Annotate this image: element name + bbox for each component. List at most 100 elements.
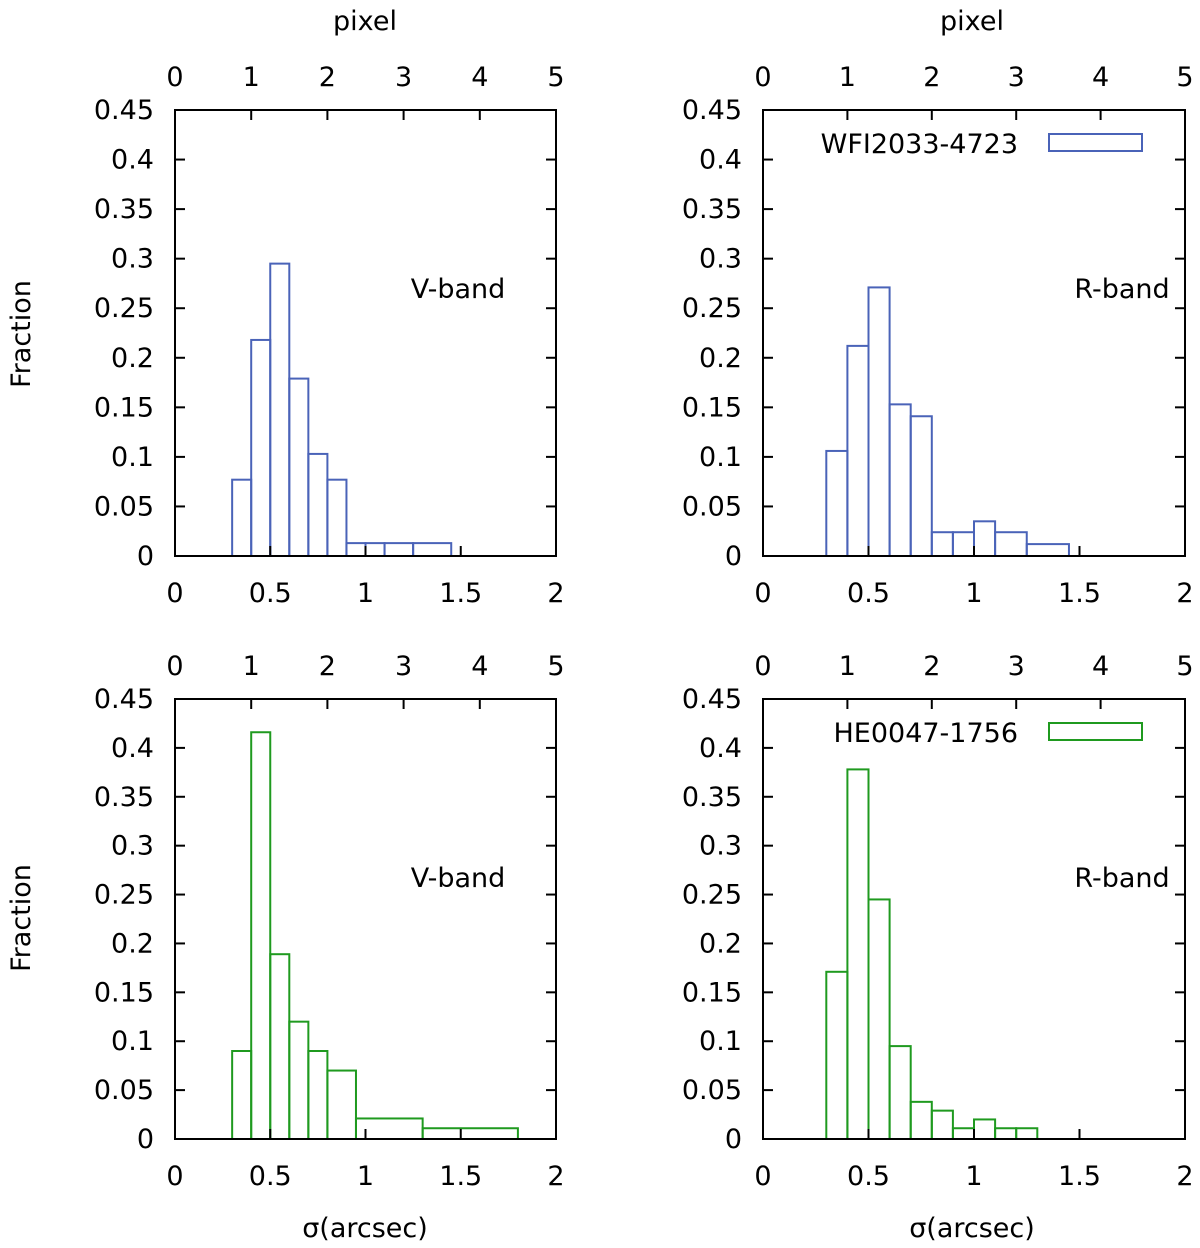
histogram-bar <box>973 1118 997 1141</box>
y-tick-label: 0.2 <box>111 928 154 959</box>
histogram-bar <box>951 1127 976 1140</box>
y-tick-label: 0.05 <box>682 1075 742 1106</box>
plot-frame <box>174 109 557 557</box>
histogram-bar <box>888 403 912 557</box>
legend-swatch <box>1048 133 1143 152</box>
legend-label: WFI2033-4723 <box>821 129 1018 160</box>
y-tick-label: 0.45 <box>94 95 154 126</box>
x-tick-label: 2 <box>1176 578 1193 609</box>
histogram-bar <box>231 478 253 557</box>
y-tick-label: 0.1 <box>111 442 154 473</box>
y-tick-label: 0.35 <box>94 782 154 813</box>
x-tick-label: 1.5 <box>1058 1161 1101 1192</box>
histogram-bar <box>307 452 329 557</box>
y-tick-label: 0.15 <box>682 392 742 423</box>
histogram-bar <box>288 377 310 558</box>
top-tick-label: 1 <box>839 62 856 93</box>
x-tick-label: 0.5 <box>847 1161 890 1192</box>
histogram-bar <box>307 1050 329 1140</box>
top-tick-label: 1 <box>243 651 260 682</box>
x-tick-label: 1 <box>965 1161 982 1192</box>
y-tick-label: 0.05 <box>94 1075 154 1106</box>
x-tick-label: 0.5 <box>249 1161 292 1192</box>
histogram-bar <box>345 542 367 557</box>
band-label: R-band <box>1074 274 1169 305</box>
legend-swatch <box>1048 722 1143 741</box>
top-tick-label: 5 <box>1176 651 1193 682</box>
top-axis-title-right: pixel <box>940 6 1004 37</box>
top-tick-label: 3 <box>395 62 412 93</box>
histogram-bar <box>825 970 849 1140</box>
histogram-bar <box>888 1045 912 1140</box>
top-tick-label: 2 <box>923 62 940 93</box>
histogram-bar <box>364 542 386 557</box>
histogram-bar <box>421 1127 519 1140</box>
y-tick-label: 0.05 <box>682 491 742 522</box>
y-tick-label: 0.45 <box>682 684 742 715</box>
top-tick-label: 0 <box>754 62 771 93</box>
top-tick-label: 3 <box>1008 62 1025 93</box>
plot-frame <box>762 109 1186 557</box>
histogram-bar <box>383 542 415 557</box>
panel-top-right: 0 0.05 0.1 0.15 0.2 0.25 0.3 0.35 0.4 0.45 0 0.5 1 1.… <box>682 62 1194 609</box>
x-tick-label: 0 <box>166 578 183 609</box>
x-tick-label: 2 <box>547 578 564 609</box>
histogram-bar <box>288 1020 310 1141</box>
y-axis-title-bottom: Fraction <box>6 864 37 972</box>
y-tick-label: 0.25 <box>682 880 742 911</box>
x-tick-label: 1.5 <box>439 1161 482 1192</box>
y-tick-label: 0.3 <box>699 831 742 862</box>
histogram-bar <box>326 478 348 557</box>
histogram-bar <box>412 542 453 557</box>
histogram-bar <box>1015 1127 1039 1140</box>
x-tick-label: 2 <box>1176 1161 1193 1192</box>
histogram-bar <box>973 520 997 557</box>
y-tick-label: 0.4 <box>699 733 742 764</box>
y-tick-label: 0.4 <box>699 145 742 176</box>
y-tick-label: 0.1 <box>699 1026 742 1057</box>
histogram-bar <box>994 531 1028 557</box>
top-tick-label: 3 <box>1008 651 1025 682</box>
x-tick-label: 1 <box>965 578 982 609</box>
top-tick-label: 4 <box>1092 62 1109 93</box>
y-tick-label: 0.15 <box>682 977 742 1008</box>
plot-frame <box>174 698 557 1140</box>
top-tick-label: 5 <box>1176 62 1193 93</box>
y-tick-label: 0.3 <box>699 244 742 275</box>
histogram-bar <box>825 449 849 558</box>
top-axis-title-left: pixel <box>333 6 397 37</box>
y-tick-label: 0.15 <box>94 392 154 423</box>
legend-label: HE0047-1756 <box>833 718 1018 749</box>
top-tick-label: 0 <box>166 62 183 93</box>
top-tick-label: 1 <box>243 62 260 93</box>
y-tick-label: 0.45 <box>682 95 742 126</box>
y-tick-label: 0.3 <box>111 831 154 862</box>
top-tick-label: 5 <box>547 62 564 93</box>
plot-frame <box>762 698 1186 1140</box>
x-tick-label: 0.5 <box>847 578 890 609</box>
y-tick-label: 0.05 <box>94 491 154 522</box>
y-tick-label: 0 <box>725 541 742 572</box>
x-tick-label: 2 <box>547 1161 564 1192</box>
y-tick-label: 0.1 <box>699 442 742 473</box>
y-tick-label: 0 <box>137 541 154 572</box>
top-tick-label: 4 <box>471 62 488 93</box>
y-tick-label: 0.4 <box>111 145 154 176</box>
top-tick-label: 2 <box>319 651 336 682</box>
x-tick-label: 0 <box>754 1161 771 1192</box>
histogram-bar <box>846 768 870 1141</box>
top-tick-label: 1 <box>839 651 856 682</box>
x-axis-title-left: σ(arcsec) <box>302 1213 428 1244</box>
top-tick-label: 2 <box>923 651 940 682</box>
histogram-bar <box>846 344 870 557</box>
y-tick-label: 0.25 <box>682 293 742 324</box>
histogram-bar <box>994 1127 1018 1140</box>
top-tick-label: 0 <box>166 651 183 682</box>
panel-bottom-right: 0 0.05 0.1 0.15 0.2 0.25 0.3 0.35 0.4 0.45 0 0.5 1 1.… <box>682 651 1194 1192</box>
histogram-bar <box>326 1069 357 1140</box>
top-tick-label: 0 <box>754 651 771 682</box>
top-tick-label: 4 <box>1092 651 1109 682</box>
y-tick-label: 0.3 <box>111 244 154 275</box>
y-tick-label: 0 <box>137 1124 154 1155</box>
